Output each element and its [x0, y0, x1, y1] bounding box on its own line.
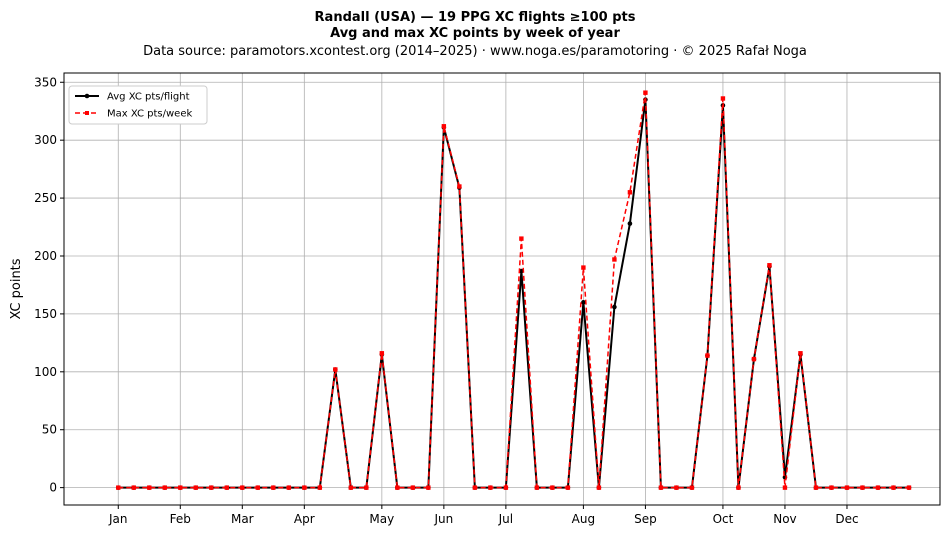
data-point-max	[658, 485, 664, 490]
data-point-max	[410, 485, 416, 490]
data-point-max	[302, 485, 307, 490]
y-tick-label: 350	[34, 75, 57, 89]
grid	[64, 73, 940, 505]
data-point-max	[240, 485, 245, 490]
x-tick-label: Feb	[170, 512, 191, 526]
data-point-max	[689, 485, 695, 490]
x-tick-label: Oct	[713, 512, 734, 526]
data-point-max	[255, 485, 261, 490]
data-point-max	[782, 485, 788, 490]
data-point-max	[503, 485, 509, 490]
x-tick-label: Aug	[572, 512, 595, 526]
x-tick-label: Jun	[433, 512, 453, 526]
data-point-max	[643, 90, 648, 95]
legend-marker-max	[85, 111, 89, 115]
legend-marker-avg	[84, 93, 90, 99]
data-point-max	[131, 485, 136, 490]
data-point-max	[813, 485, 819, 490]
data-point-max	[116, 485, 121, 490]
data-point-max	[720, 96, 726, 101]
data-point-max	[286, 485, 292, 490]
y-tick-label: 150	[34, 307, 57, 321]
plot-frame	[63, 72, 941, 506]
data-point-max	[767, 263, 772, 268]
data-point-max	[271, 485, 276, 490]
data-point-max	[209, 485, 214, 490]
data-point-max	[751, 356, 757, 362]
x-tick-label: May	[369, 512, 394, 526]
data-point-max	[193, 485, 198, 490]
data-point-max	[550, 485, 555, 490]
y-axis-label: XC points	[9, 258, 24, 319]
y-tick-label: 250	[34, 191, 57, 205]
data-point-max	[581, 265, 586, 270]
data-point-max	[627, 190, 633, 195]
data-point-max	[596, 485, 602, 490]
data-point-max	[891, 485, 896, 490]
data-point-max	[906, 485, 912, 490]
data-point-max	[426, 485, 431, 490]
data-point-max	[441, 124, 447, 129]
data-point-max	[674, 485, 679, 490]
data-point-max	[829, 485, 834, 490]
data-point-max	[565, 485, 571, 490]
data-point-avg	[627, 221, 633, 226]
data-point-max	[844, 485, 850, 490]
data-point-max	[534, 485, 540, 490]
legend-label-max: Max XC pts/week	[107, 109, 192, 120]
axes: 0 50 100 150 200 250 300 350 Jan Feb Mar Apr May Jun J…	[34, 75, 858, 526]
x-tick-label: Apr	[294, 512, 315, 526]
data-point-max	[395, 485, 400, 490]
x-tick-label: Jul	[498, 512, 513, 526]
data-point-max	[705, 353, 710, 358]
data-point-max	[147, 485, 152, 490]
y-tick-label: 100	[34, 365, 57, 379]
data-point-max	[798, 351, 803, 356]
chart-title-line-3: Data source: paramotors.xcontest.org (20…	[143, 44, 807, 59]
legend: Avg XC pts/flight Max XC pts/week	[68, 85, 208, 125]
chart-title-line-2: Avg and max XC points by week of year	[330, 26, 620, 41]
legend-box	[68, 85, 208, 125]
data-point-max	[317, 485, 323, 490]
data-point-max	[457, 184, 462, 189]
legend-label-avg: Avg XC pts/flight	[107, 92, 190, 103]
data-point-max	[379, 351, 385, 356]
series-layer	[115, 90, 912, 490]
y-tick-label: 0	[49, 481, 57, 495]
data-point-max	[488, 485, 493, 490]
data-point-max	[162, 485, 167, 490]
data-point-max	[612, 257, 617, 262]
data-point-max	[364, 485, 369, 490]
data-point-max	[519, 236, 524, 241]
x-tick-label: Sep	[634, 512, 657, 526]
data-point-avg	[519, 268, 524, 274]
series-line-max	[118, 91, 909, 489]
data-point-max	[860, 485, 865, 490]
y-tick-label: 300	[34, 133, 57, 147]
data-point-max	[333, 367, 338, 372]
data-point-max	[736, 485, 741, 490]
data-point-max	[875, 485, 881, 490]
data-point-avg	[581, 300, 586, 305]
data-point-max	[224, 485, 229, 490]
data-point-max	[472, 485, 478, 490]
data-point-max	[348, 485, 354, 490]
y-tick-label: 200	[34, 249, 57, 263]
x-tick-label: Nov	[773, 512, 796, 526]
x-tick-label: Jan	[108, 512, 128, 526]
data-point-max	[178, 485, 183, 490]
x-tick-label: Mar	[231, 512, 254, 526]
data-point-avg	[612, 304, 617, 310]
y-tick-label: 50	[42, 423, 57, 437]
chart-title-line-1: Randall (USA) — 19 PPG XC flights ≥100 p…	[315, 10, 636, 25]
x-tick-label: Dec	[835, 512, 858, 526]
